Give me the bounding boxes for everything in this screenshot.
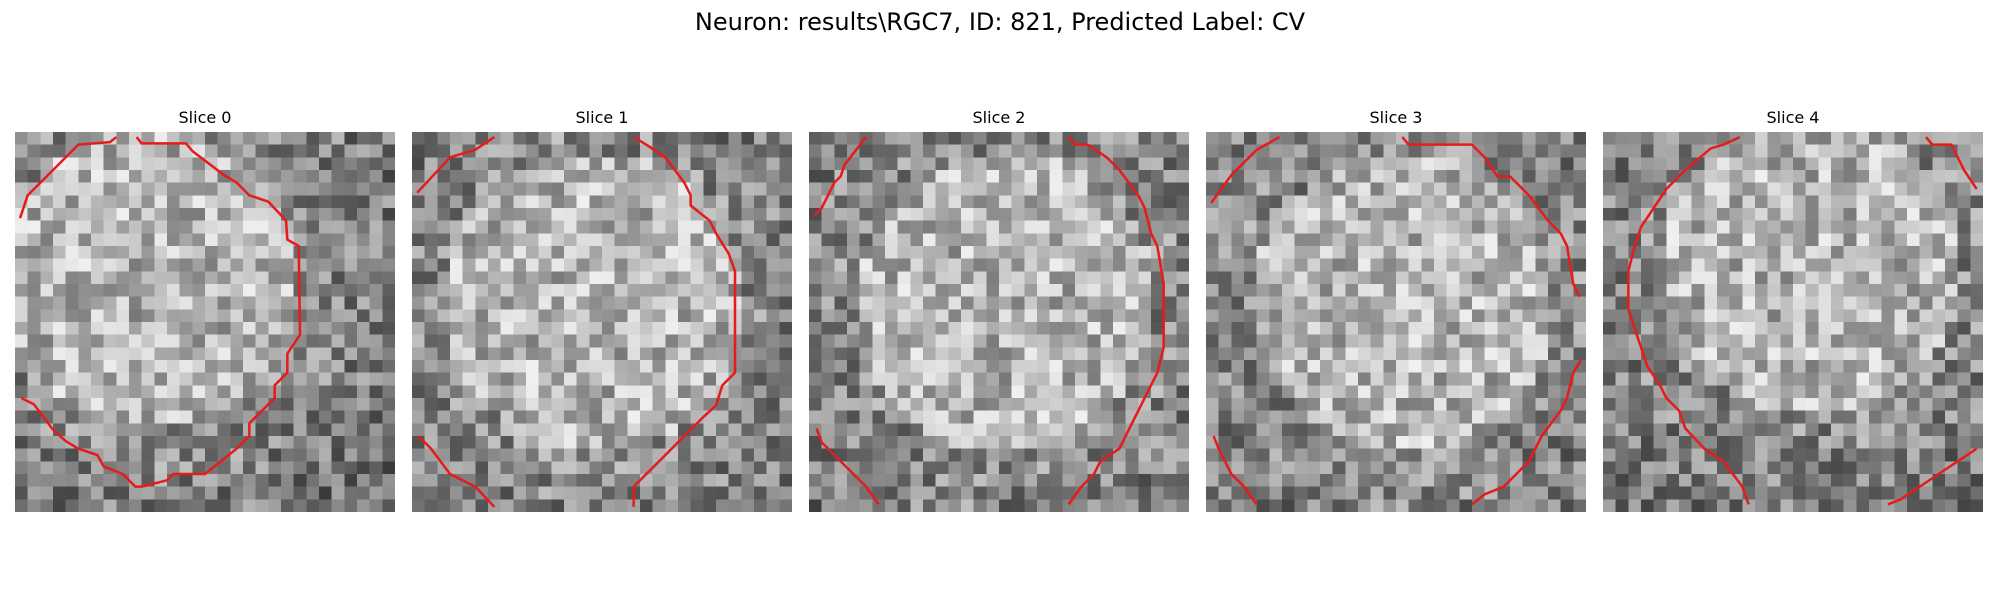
- contour-line-2: [1471, 359, 1583, 506]
- contour-line-2: [815, 427, 880, 506]
- contour-line-0: [416, 136, 496, 194]
- contour-line-1: [632, 135, 737, 507]
- slice-title-3: Slice 3: [1369, 108, 1423, 127]
- pixel-grid: [15, 132, 395, 512]
- slice-panel-3: Slice 3: [1206, 108, 1586, 512]
- slice-image-0: [15, 132, 395, 512]
- slice-panel-2: Slice 2: [809, 108, 1189, 512]
- pixel-grid: [1206, 132, 1586, 512]
- contour-line-3: [1212, 435, 1258, 506]
- slice-panel-4: Slice 4: [1603, 108, 1983, 512]
- contour-line-2: [1887, 447, 1978, 506]
- slice-panel-0: Slice 0: [15, 108, 395, 512]
- contour-line-1: [1401, 136, 1581, 298]
- figure-title: Neuron: results\RGC7, ID: 821, Predicted…: [694, 8, 1306, 36]
- pixel-grid: [412, 132, 792, 512]
- slice-image-4: [1603, 132, 1983, 512]
- contour-line-0: [1925, 136, 1978, 190]
- slice-title-1: Slice 1: [575, 108, 629, 127]
- pixel-grid: [1603, 132, 1983, 512]
- contour-line-0: [18, 136, 118, 219]
- contour-line-0: [1210, 135, 1281, 204]
- slice-image-1: [412, 132, 792, 512]
- contour-line-1: [1627, 135, 1750, 505]
- slice-image-3: [1206, 132, 1586, 512]
- contour-line-1: [20, 136, 302, 488]
- slice-title-2: Slice 2: [972, 108, 1026, 127]
- contour-line-0: [813, 136, 868, 217]
- contour-line-1: [1067, 136, 1165, 506]
- slice-image-2: [809, 132, 1189, 512]
- slice-title-4: Slice 4: [1766, 108, 1820, 127]
- pixel-grid: [809, 132, 1189, 512]
- slice-title-0: Slice 0: [178, 108, 232, 127]
- slice-panel-1: Slice 1: [412, 108, 792, 512]
- contour-line-2: [417, 435, 496, 508]
